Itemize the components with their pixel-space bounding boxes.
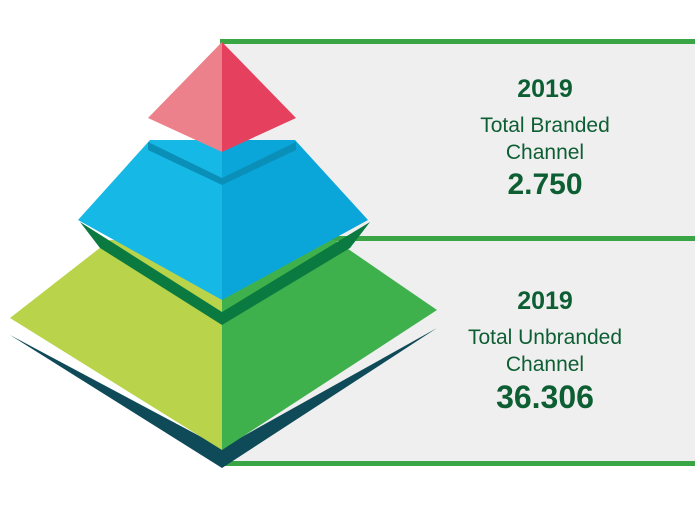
middle-tier-right-face: [222, 140, 368, 300]
unbranded-block: 2019 Total Unbranded Channel 36.306: [410, 284, 680, 416]
branded-label-line1: Total Branded: [480, 114, 610, 137]
middle-tier-left-face: [78, 140, 222, 300]
top-tier-left-face: [148, 42, 222, 152]
branded-block: 2019 Total Branded Channel 2.750: [410, 72, 680, 204]
top-tier-right-face: [222, 42, 296, 152]
unbranded-year: 2019: [517, 287, 573, 315]
unbranded-value: 36.306: [496, 379, 594, 415]
bottom-tier-left-face: [10, 240, 222, 450]
unbranded-label-line1: Total Unbranded: [467, 326, 623, 349]
middle-divider: [222, 236, 695, 241]
top-tier-base-band: [148, 142, 296, 185]
bottom-divider: [222, 461, 695, 466]
unbranded-label-line2: Channel: [505, 353, 585, 376]
branded-label-line2: Channel: [505, 141, 585, 164]
branded-year: 2019: [517, 75, 573, 103]
branded-value: 2.750: [507, 168, 583, 201]
top-divider: [222, 39, 695, 44]
